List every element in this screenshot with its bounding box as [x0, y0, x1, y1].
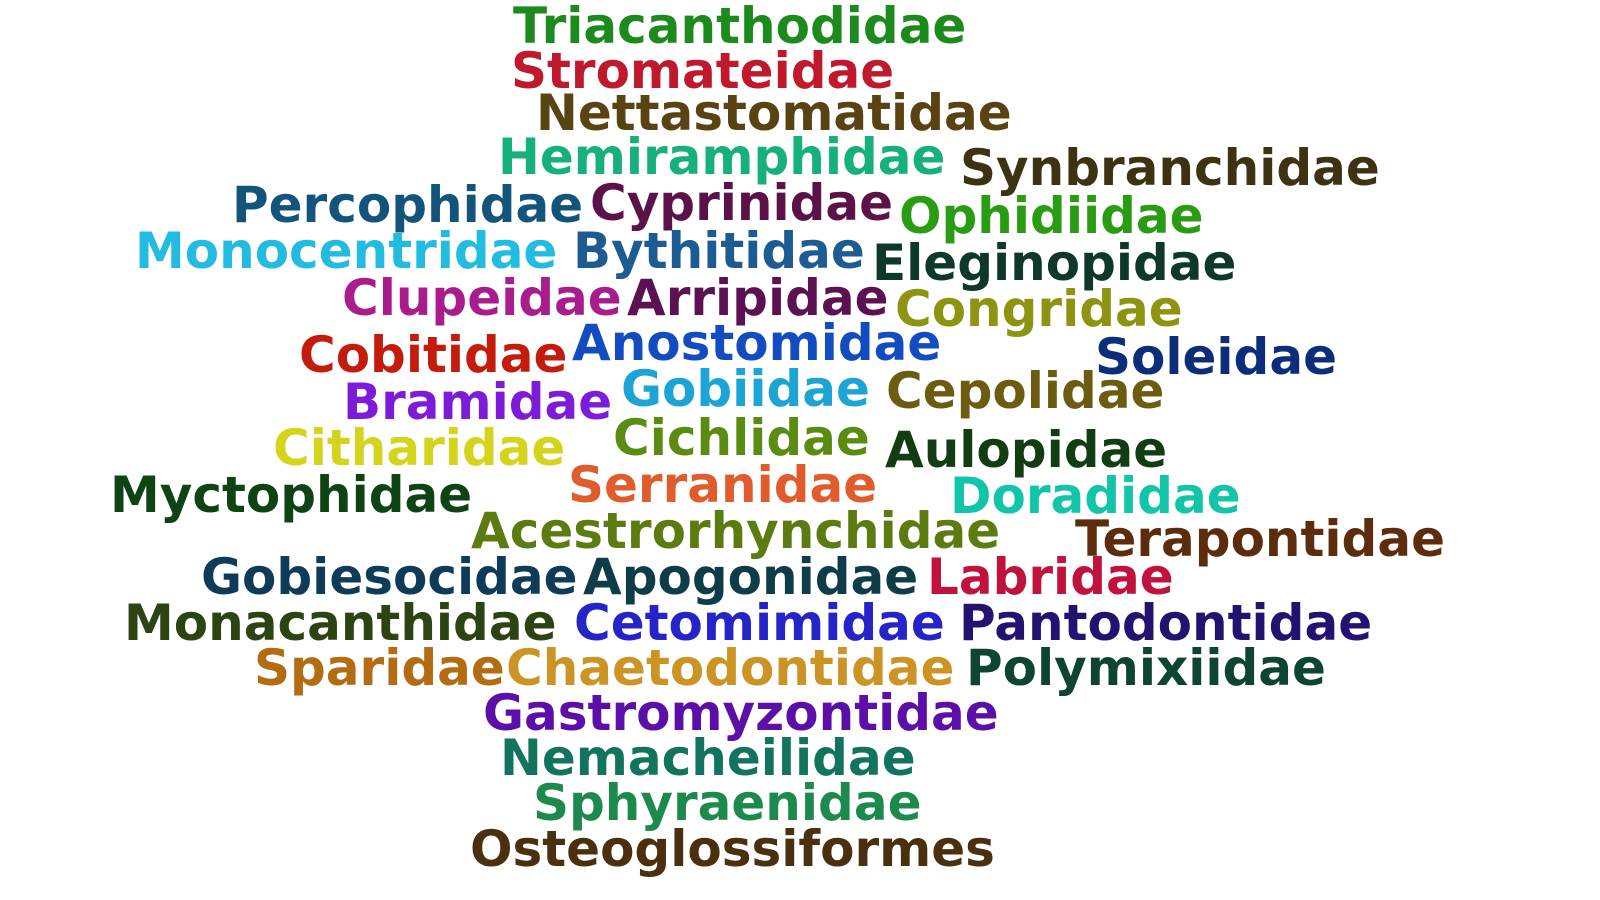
- word-nemacheilidae: Nemacheilidae: [500, 729, 916, 787]
- word-chaetodontidae: Chaetodontidae: [506, 639, 955, 697]
- word-hemiramphidae: Hemiramphidae: [498, 128, 946, 186]
- word-labridae: Labridae: [927, 548, 1174, 606]
- word-gobiesocidae: Gobiesocidae: [201, 548, 578, 606]
- word-eleginopidae: Eleginopidae: [872, 234, 1237, 292]
- word-acestrorhynchidae: Acestrorhynchidae: [471, 502, 1001, 560]
- word-gastromyzontidae: Gastromyzontidae: [483, 684, 999, 742]
- word-myctophidae: Myctophidae: [110, 466, 473, 524]
- word-doradidae: Doradidae: [950, 467, 1241, 525]
- word-serranidae: Serranidae: [568, 456, 878, 514]
- word-bythitidae: Bythitidae: [573, 222, 865, 280]
- word-anostomidae: Anostomidae: [572, 314, 942, 372]
- word-nettastomatidae: Nettastomatidae: [536, 84, 1012, 142]
- word-ophidiidae: Ophidiidae: [899, 187, 1204, 245]
- word-cichlidae: Cichlidae: [613, 409, 870, 467]
- word-aulopidae: Aulopidae: [885, 421, 1168, 479]
- word-cetomimidae: Cetomimidae: [574, 594, 945, 652]
- word-cobitidae: Cobitidae: [299, 326, 568, 384]
- word-clupeidae: Clupeidae: [342, 269, 622, 327]
- word-monocentridae: Monocentridae: [135, 222, 558, 280]
- word-soleidae: Soleidae: [1095, 328, 1337, 386]
- word-bramidae: Bramidae: [343, 373, 613, 431]
- word-stromateidae: Stromateidae: [511, 42, 895, 100]
- word-polymixiidae: Polymixiidae: [966, 639, 1326, 697]
- word-sphyraenidae: Sphyraenidae: [533, 774, 922, 832]
- word-monacanthidae: Monacanthidae: [124, 594, 557, 652]
- word-gobiidae: Gobiidae: [621, 360, 870, 418]
- word-percophidae: Percophidae: [232, 176, 584, 234]
- word-arripidae: Arripidae: [627, 269, 889, 327]
- word-apogonidae: Apogonidae: [583, 548, 919, 606]
- word-sparidae: Sparidae: [254, 639, 505, 697]
- word-terapontidae: Terapontidae: [1075, 510, 1445, 568]
- word-pantodontidae: Pantodontidae: [959, 594, 1373, 652]
- word-osteoglossiformes: Osteoglossiformes: [470, 820, 995, 878]
- word-synbranchidae: Synbranchidae: [960, 139, 1380, 197]
- word-congridae: Congridae: [895, 280, 1183, 338]
- word-cyprinidae: Cyprinidae: [590, 174, 894, 232]
- word-triacanthodidae: Triacanthodidae: [513, 0, 967, 55]
- word-cepolidae: Cepolidae: [886, 362, 1165, 420]
- word-citharidae: Citharidae: [273, 419, 566, 477]
